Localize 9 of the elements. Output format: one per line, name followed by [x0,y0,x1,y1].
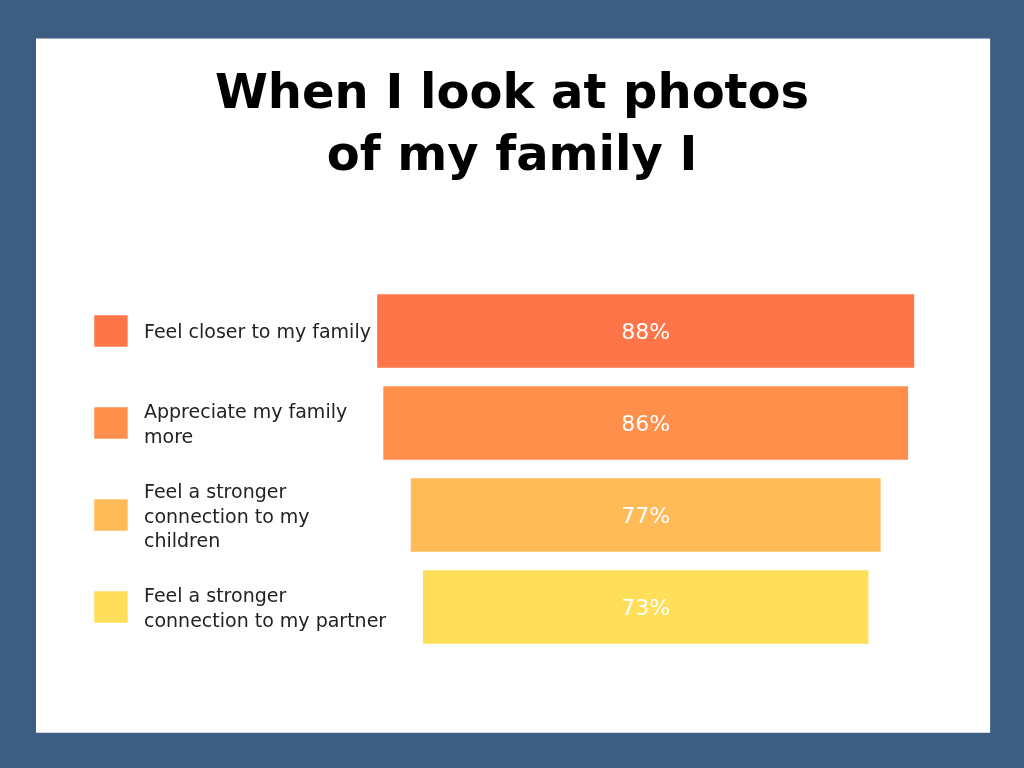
data-label: 86% [621,410,671,436]
category-label: Feel a stronger connection to my children [144,480,310,552]
data-label: 73% [621,594,671,620]
data-label: 88% [621,318,671,344]
text: When I look at photos of my family I [214,62,810,181]
category-label: Feel closer to my family [144,320,371,342]
category-label: Appreciate my family more [144,400,348,447]
category-label: Feel a stronger connection to my partner [144,584,387,631]
data-label: 77% [621,502,671,528]
